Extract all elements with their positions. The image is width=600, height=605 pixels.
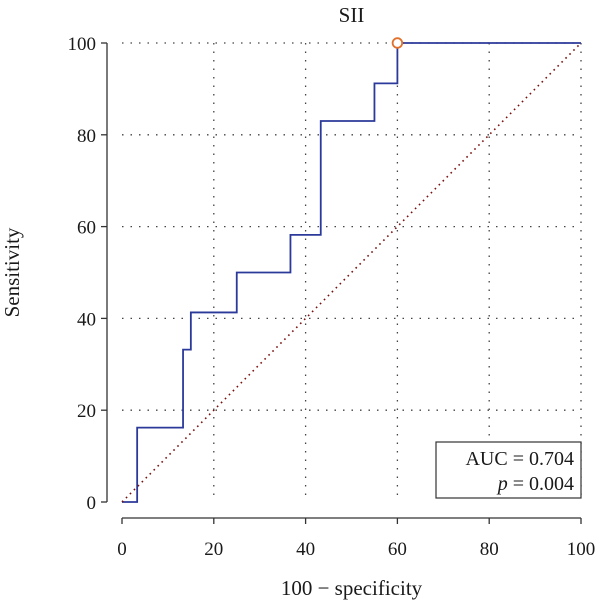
reference-diagonal [121, 42, 582, 503]
p-value: p = 0.004 [496, 473, 574, 495]
x-tick-label: 0 [117, 539, 127, 560]
auc-annotation: AUC = 0.704 p = 0.004 [435, 441, 582, 499]
p-value-text: = 0.004 [508, 473, 574, 495]
y-tick-label: 20 [77, 401, 96, 422]
marker [391, 37, 404, 49]
roc-curve [122, 42, 581, 503]
auc-value: AUC = 0.704 [465, 448, 574, 470]
chart-title: SII [339, 3, 365, 27]
y-tick-label: 80 [77, 126, 96, 147]
x-tick-label: 60 [388, 539, 407, 560]
y-tick-label: 40 [77, 309, 96, 330]
grid [122, 42, 582, 502]
tick-labels: 0 20 40 60 80 100 0 20 40 60 80 100 [68, 34, 596, 560]
axes [101, 42, 582, 524]
y-tick-label: 0 [87, 493, 97, 514]
y-tick-label: 100 [68, 34, 97, 55]
x-axis-title: 100 − specificity [281, 576, 423, 600]
p-symbol: p [496, 473, 508, 495]
x-tick-label: 40 [296, 539, 315, 560]
y-axis-title: Sensitivity [0, 227, 24, 317]
annotation-box-border [435, 441, 582, 499]
series [121, 42, 582, 503]
optimal-cutoff-marker [391, 37, 404, 49]
y-tick-label: 60 [77, 218, 96, 239]
x-tick-label: 80 [480, 539, 499, 560]
x-tick-label: 20 [204, 539, 223, 560]
x-tick-label: 100 [567, 539, 596, 560]
